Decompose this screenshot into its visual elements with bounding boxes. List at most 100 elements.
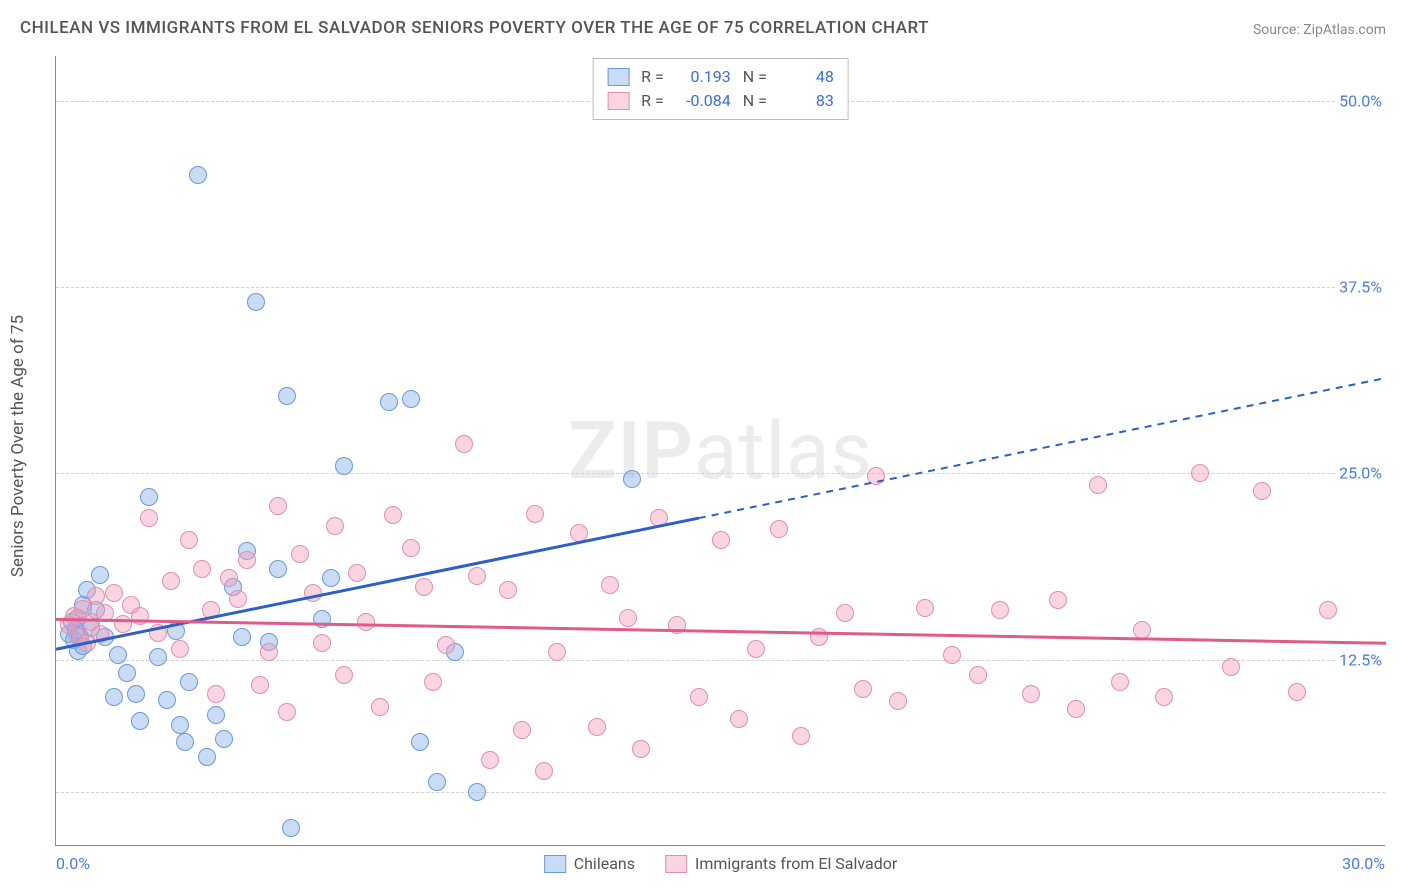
data-point-el_salvador <box>668 616 686 634</box>
data-point-chileans <box>380 393 398 411</box>
data-point-el_salvador <box>867 467 885 485</box>
data-point-chileans <box>109 646 127 664</box>
data-point-el_salvador <box>193 560 211 578</box>
data-point-el_salvador <box>162 572 180 590</box>
legend-swatch <box>607 92 629 110</box>
legend-item-chileans: Chileans <box>544 854 635 873</box>
data-point-el_salvador <box>730 710 748 728</box>
gridline <box>56 660 1385 661</box>
data-point-el_salvador <box>943 646 961 664</box>
data-point-chileans <box>313 610 331 628</box>
data-point-el_salvador <box>348 564 366 582</box>
gridline <box>56 792 1385 793</box>
legend-label: Chileans <box>574 854 635 873</box>
chart-container: CHILEAN VS IMMIGRANTS FROM EL SALVADOR S… <box>0 0 1406 892</box>
data-point-el_salvador <box>513 721 531 739</box>
data-point-el_salvador <box>278 703 296 721</box>
data-point-el_salvador <box>619 609 637 627</box>
data-point-el_salvador <box>291 545 309 563</box>
trendlines <box>56 56 1385 845</box>
data-point-el_salvador <box>251 676 269 694</box>
data-point-el_salvador <box>402 539 420 557</box>
series-legend: Chileans Immigrants from El Salvador <box>544 854 898 873</box>
data-point-chileans <box>131 712 149 730</box>
data-point-el_salvador <box>304 584 322 602</box>
data-point-el_salvador <box>91 625 109 643</box>
data-point-el_salvador <box>1049 591 1067 609</box>
data-point-el_salvador <box>747 640 765 658</box>
legend-item-el_salvador: Immigrants from El Salvador <box>665 854 897 873</box>
data-point-el_salvador <box>601 576 619 594</box>
data-point-chileans <box>233 628 251 646</box>
trendline-el_salvador <box>56 619 1386 643</box>
data-point-chileans <box>322 569 340 587</box>
r-label: R = <box>641 89 664 113</box>
data-point-el_salvador <box>105 584 123 602</box>
data-point-el_salvador <box>1288 683 1306 701</box>
data-point-el_salvador <box>792 727 810 745</box>
data-point-chileans <box>247 293 265 311</box>
data-point-el_salvador <box>650 509 668 527</box>
data-point-el_salvador <box>1253 482 1271 500</box>
chart-title: CHILEAN VS IMMIGRANTS FROM EL SALVADOR S… <box>20 18 929 38</box>
data-point-el_salvador <box>260 643 278 661</box>
r-value: -0.084 <box>676 89 731 113</box>
data-point-el_salvador <box>229 590 247 608</box>
data-point-el_salvador <box>1111 673 1129 691</box>
data-point-el_salvador <box>415 578 433 596</box>
gridline <box>56 287 1385 288</box>
data-point-el_salvador <box>1155 688 1173 706</box>
data-point-chileans <box>278 387 296 405</box>
source-attribution: Source: ZipAtlas.com <box>1253 22 1386 38</box>
data-point-chileans <box>623 470 641 488</box>
y-tick-label: 50.0% <box>1335 91 1386 110</box>
data-point-chileans <box>189 166 207 184</box>
data-point-chileans <box>167 622 185 640</box>
data-point-el_salvador <box>1022 685 1040 703</box>
correlation-legend: R =0.193N =48R =-0.084N =83 <box>592 58 849 120</box>
data-point-el_salvador <box>238 551 256 569</box>
data-point-el_salvador <box>87 587 105 605</box>
x-tick-label: 0.0% <box>56 854 90 873</box>
data-point-el_salvador <box>371 698 389 716</box>
data-point-chileans <box>91 566 109 584</box>
data-point-el_salvador <box>335 666 353 684</box>
data-point-el_salvador <box>712 531 730 549</box>
y-tick-label: 12.5% <box>1335 650 1386 669</box>
data-point-el_salvador <box>269 497 287 515</box>
data-point-el_salvador <box>207 685 225 703</box>
data-point-el_salvador <box>149 624 167 642</box>
r-label: R = <box>641 65 664 89</box>
data-point-chileans <box>158 691 176 709</box>
data-point-el_salvador <box>357 613 375 631</box>
data-point-el_salvador <box>202 601 220 619</box>
watermark: ZIPatlas <box>568 404 873 498</box>
data-point-el_salvador <box>836 604 854 622</box>
data-point-el_salvador <box>632 740 650 758</box>
data-point-el_salvador <box>526 505 544 523</box>
data-point-el_salvador <box>499 581 517 599</box>
data-point-el_salvador <box>437 636 455 654</box>
y-tick-label: 37.5% <box>1335 278 1386 297</box>
y-tick-label: 25.0% <box>1335 464 1386 483</box>
n-label: N = <box>743 65 767 89</box>
data-point-el_salvador <box>810 628 828 646</box>
data-point-el_salvador <box>140 509 158 527</box>
plot-area: ZIPatlas 12.5%25.0%37.5%50.0% R =0.193N … <box>55 56 1385 846</box>
data-point-el_salvador <box>770 520 788 538</box>
data-point-el_salvador <box>854 680 872 698</box>
data-point-el_salvador <box>588 718 606 736</box>
data-point-el_salvador <box>991 601 1009 619</box>
data-point-el_salvador <box>171 640 189 658</box>
data-point-el_salvador <box>180 531 198 549</box>
data-point-chileans <box>149 648 167 666</box>
data-point-el_salvador <box>114 615 132 633</box>
data-point-el_salvador <box>424 673 442 691</box>
n-value: 83 <box>779 89 834 113</box>
y-axis-label: Seniors Poverty Over the Age of 75 <box>8 315 28 577</box>
data-point-chileans <box>468 783 486 801</box>
data-point-chileans <box>105 688 123 706</box>
x-tick-label: 30.0% <box>1342 854 1385 873</box>
data-point-el_salvador <box>1222 658 1240 676</box>
data-point-el_salvador <box>326 517 344 535</box>
